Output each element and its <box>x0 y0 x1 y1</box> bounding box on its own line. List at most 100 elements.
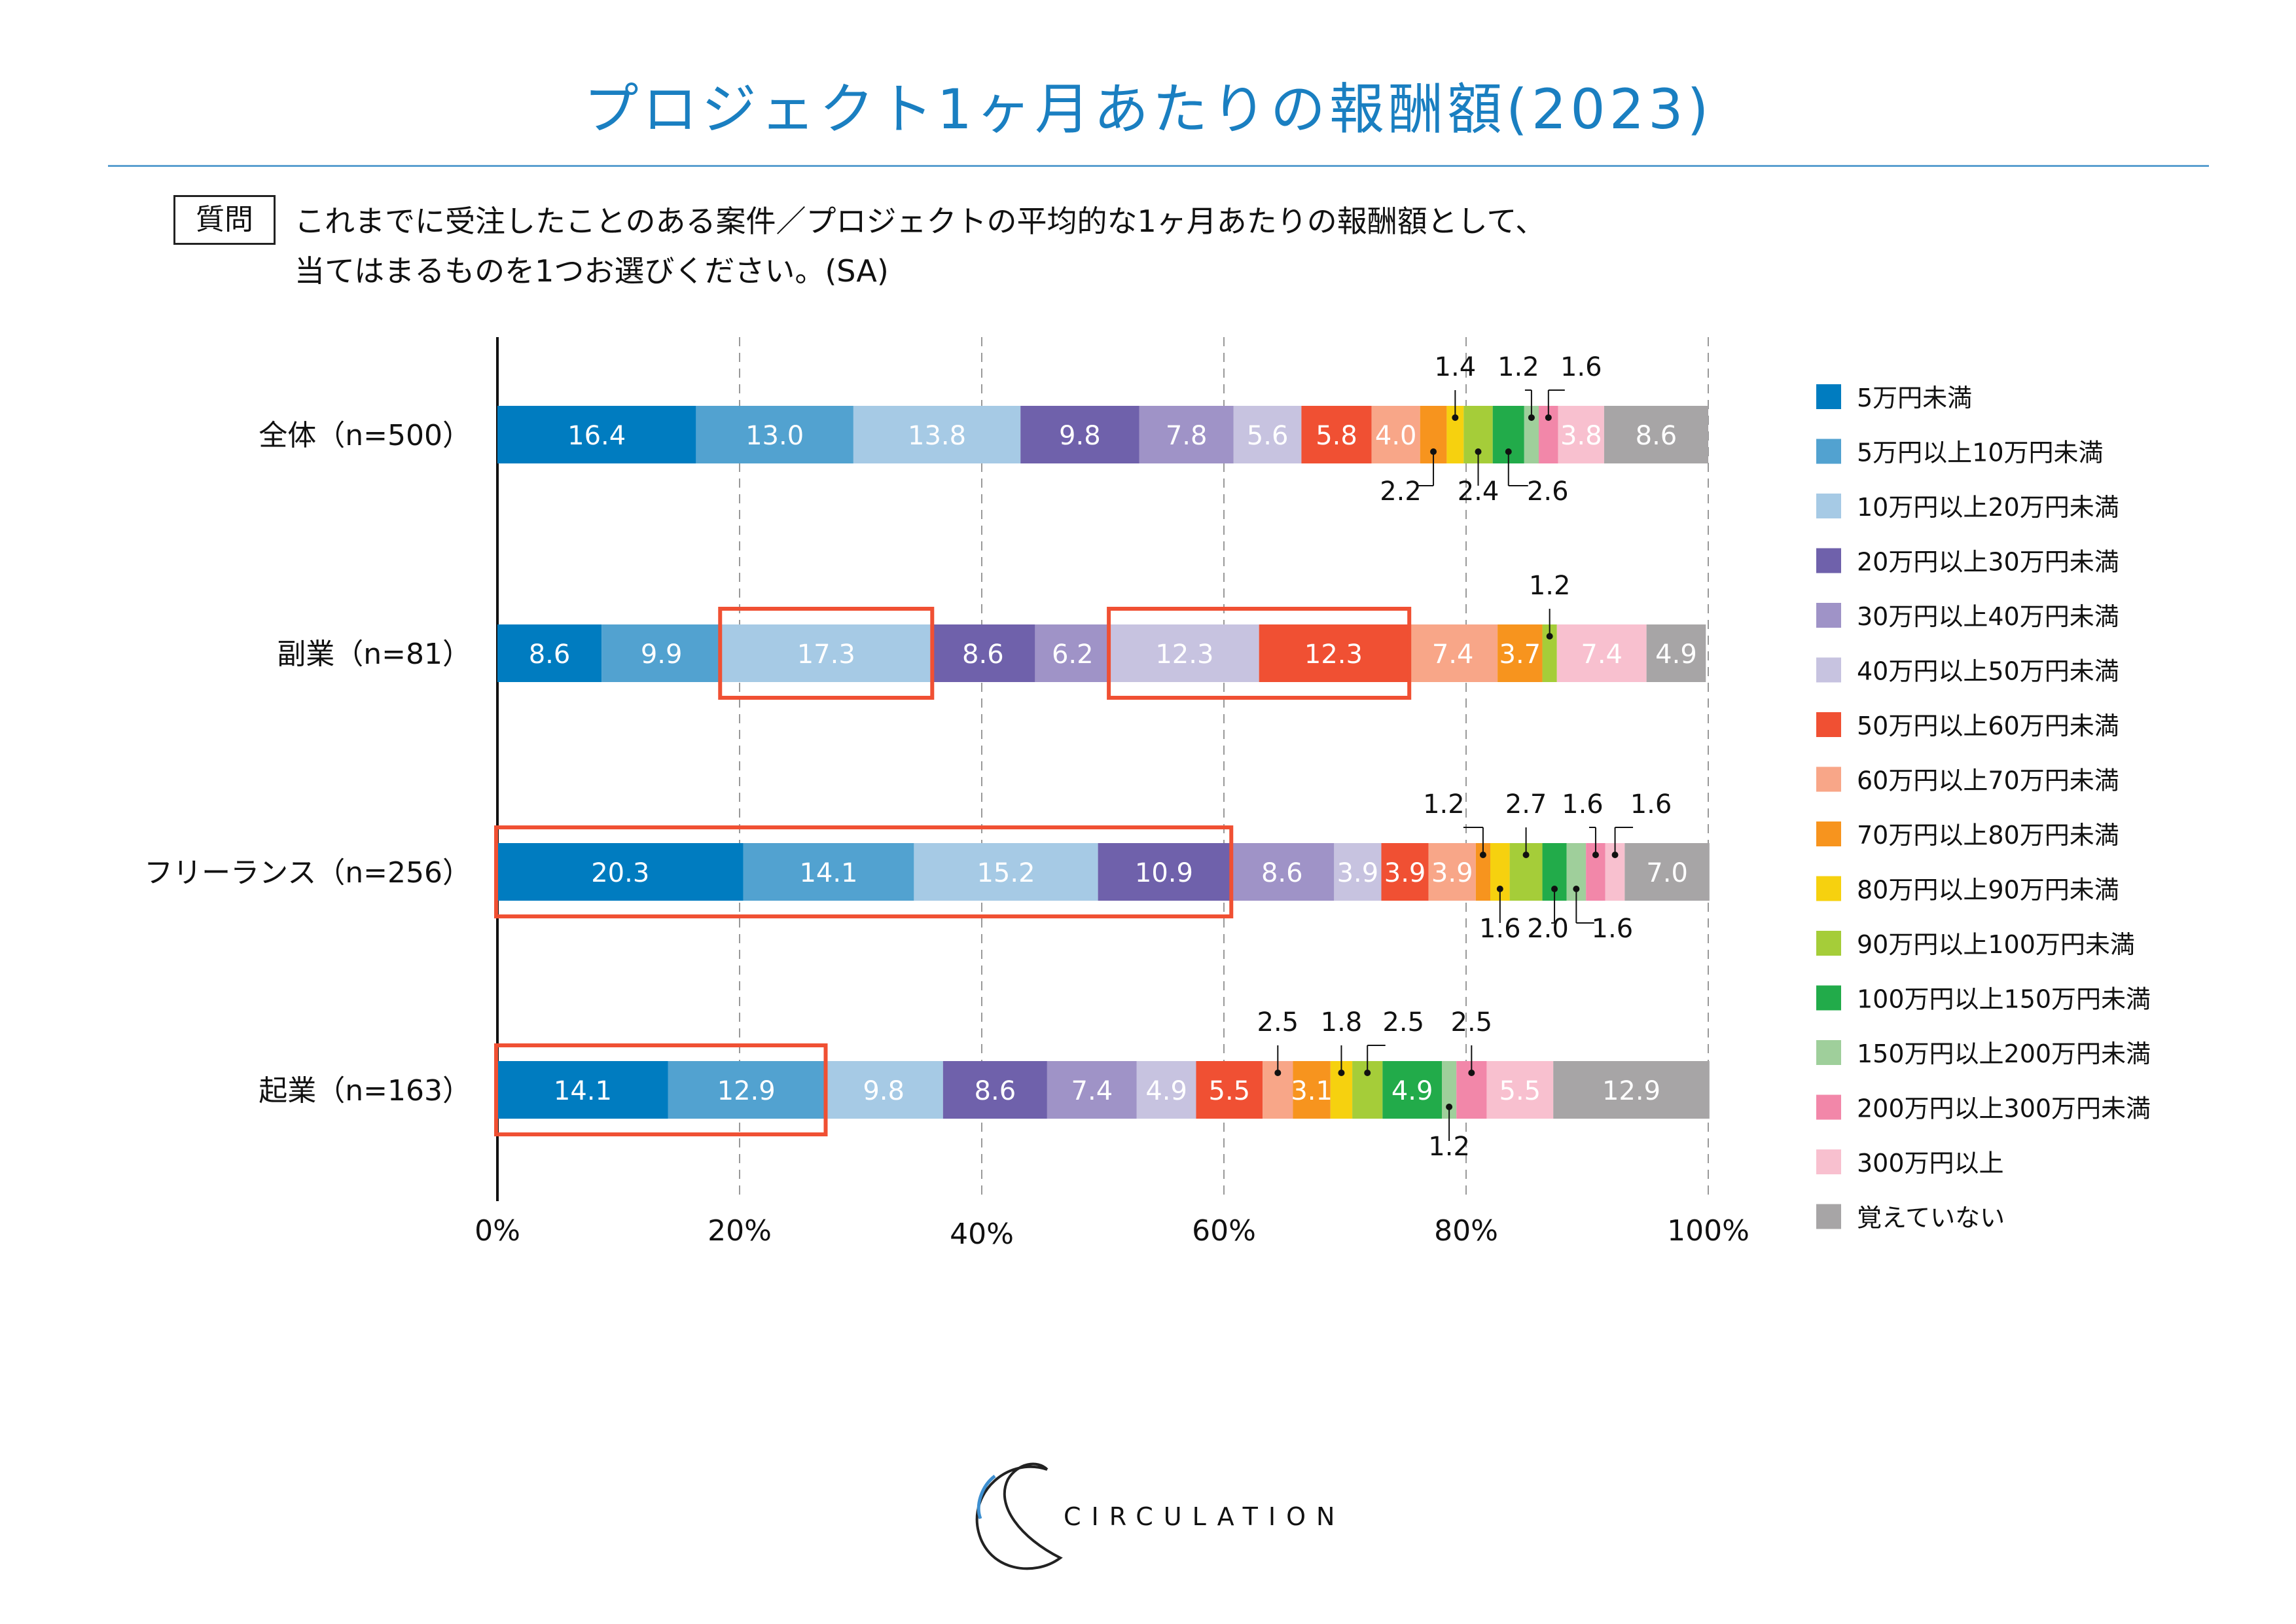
question-label: 質問 <box>173 195 276 245</box>
legend-swatch <box>1816 821 1841 846</box>
data-label: 1.6 <box>1560 352 1602 382</box>
bar-segment <box>1646 624 1706 682</box>
bar-segment <box>1233 406 1302 463</box>
data-label: 9.9 <box>641 640 683 670</box>
bar-segment <box>1110 624 1259 682</box>
bar-segment <box>497 624 602 682</box>
bar-segment <box>497 1061 668 1119</box>
bar-segment <box>1442 1061 1457 1119</box>
legend-label: 300万円以上 <box>1857 1149 2004 1178</box>
data-label: 1.6 <box>1562 789 1604 820</box>
bar-segment <box>853 406 1021 463</box>
bar-segment <box>1136 1061 1196 1119</box>
data-label: 7.8 <box>1166 421 1208 451</box>
legend-label: 5万円未満 <box>1857 384 1972 412</box>
data-label: 1.2 <box>1428 1132 1470 1162</box>
data-label: 5.5 <box>1499 1076 1541 1106</box>
data-label: 12.3 <box>1304 640 1363 670</box>
category-label: 起業（n=163） <box>259 1074 471 1108</box>
data-label: 8.6 <box>962 640 1004 670</box>
highlight-box <box>1107 607 1412 700</box>
highlight-box <box>718 607 935 700</box>
legend-label: 60万円以上70万円未満 <box>1857 767 2119 795</box>
data-label: 13.8 <box>908 421 966 451</box>
data-label: 10.9 <box>1135 858 1193 888</box>
bar-segment <box>1624 843 1710 901</box>
data-label: 20.3 <box>591 858 649 888</box>
bar-segment <box>1542 624 1557 682</box>
bar-segment <box>601 624 722 682</box>
bar-segment <box>1553 1061 1710 1119</box>
bar-segment <box>743 843 914 901</box>
data-label: 1.2 <box>1529 571 1571 601</box>
legend-swatch <box>1816 384 1841 409</box>
data-label: 14.1 <box>799 858 857 888</box>
bar-segment <box>1558 406 1604 463</box>
data-label: 3.7 <box>1499 640 1541 670</box>
bar-segment <box>1524 406 1539 463</box>
bar-segment <box>1408 624 1498 682</box>
data-label: 1.4 <box>1435 352 1477 382</box>
bar-segment <box>1293 1061 1331 1119</box>
legend-swatch <box>1816 767 1841 792</box>
data-label: 2.6 <box>1527 477 1569 507</box>
category-label: フリーランス（n=256） <box>144 856 471 890</box>
data-label: 7.4 <box>1432 640 1474 670</box>
data-label: 4.0 <box>1375 421 1417 451</box>
legend-swatch <box>1816 1204 1841 1229</box>
legend-swatch <box>1816 548 1841 573</box>
bar-segment <box>668 1061 825 1119</box>
data-label: 4.9 <box>1145 1076 1187 1106</box>
bar-segment <box>1259 624 1408 682</box>
legend-label: 40万円以上50万円未満 <box>1857 657 2119 686</box>
data-label: 9.8 <box>1059 421 1101 451</box>
category-label: 副業（n=81） <box>277 638 471 671</box>
legend-label: 80万円以上90万円未満 <box>1857 876 2119 905</box>
legend-label: 70万円以上80万円未満 <box>1857 821 2119 850</box>
x-tick-label: 20% <box>708 1214 772 1248</box>
legend-label: 200万円以上300万円未満 <box>1857 1094 2151 1123</box>
data-label: 2.4 <box>1458 477 1499 507</box>
bar-segment <box>1428 843 1476 901</box>
data-label: 17.3 <box>797 640 855 670</box>
legend-swatch <box>1816 1040 1841 1065</box>
bar-segment <box>1230 843 1335 901</box>
legend-label: 100万円以上150万円未満 <box>1857 985 2151 1014</box>
data-label: 1.2 <box>1498 352 1539 382</box>
data-label: 7.0 <box>1646 858 1688 888</box>
data-label: 1.6 <box>1630 789 1672 820</box>
legend-swatch <box>1816 1094 1841 1120</box>
data-label: 2.2 <box>1380 477 1422 507</box>
data-label: 12.3 <box>1155 640 1213 670</box>
data-label: 15.2 <box>977 858 1035 888</box>
data-label: 12.9 <box>1602 1076 1660 1106</box>
bar-segment <box>1604 406 1708 463</box>
legend-swatch <box>1816 712 1841 737</box>
x-tick-label: 0% <box>475 1214 520 1248</box>
legend-label: 90万円以上100万円未満 <box>1857 930 2135 959</box>
bar-segment <box>1301 406 1372 463</box>
legend-swatch <box>1816 985 1841 1011</box>
bar-segment <box>942 1061 1047 1119</box>
data-label: 4.9 <box>1655 640 1697 670</box>
legend-swatch <box>1816 876 1841 901</box>
bar-segment <box>1196 1061 1263 1119</box>
legend-label: 30万円以上40万円未満 <box>1857 602 2119 631</box>
bar-segment <box>931 624 1035 682</box>
highlight-box <box>494 1043 828 1136</box>
legend-label: 10万円以上20万円未満 <box>1857 493 2119 522</box>
data-label: 1.8 <box>1321 1007 1363 1038</box>
data-label: 12.9 <box>717 1076 776 1106</box>
bar-segment <box>1371 406 1420 463</box>
data-label: 8.6 <box>1261 858 1303 888</box>
bar-segment <box>1475 843 1490 901</box>
x-tick-label: 100% <box>1667 1214 1749 1248</box>
bar-segment <box>914 843 1098 901</box>
legend-swatch <box>1816 439 1841 464</box>
legend-label: 50万円以上60万円未満 <box>1857 712 2119 740</box>
x-tick-label: 60% <box>1192 1214 1256 1248</box>
legend-label: 150万円以上200万円未満 <box>1857 1039 2151 1068</box>
data-label: 8.6 <box>1636 421 1677 451</box>
x-tick-label: 40% <box>950 1218 1014 1251</box>
